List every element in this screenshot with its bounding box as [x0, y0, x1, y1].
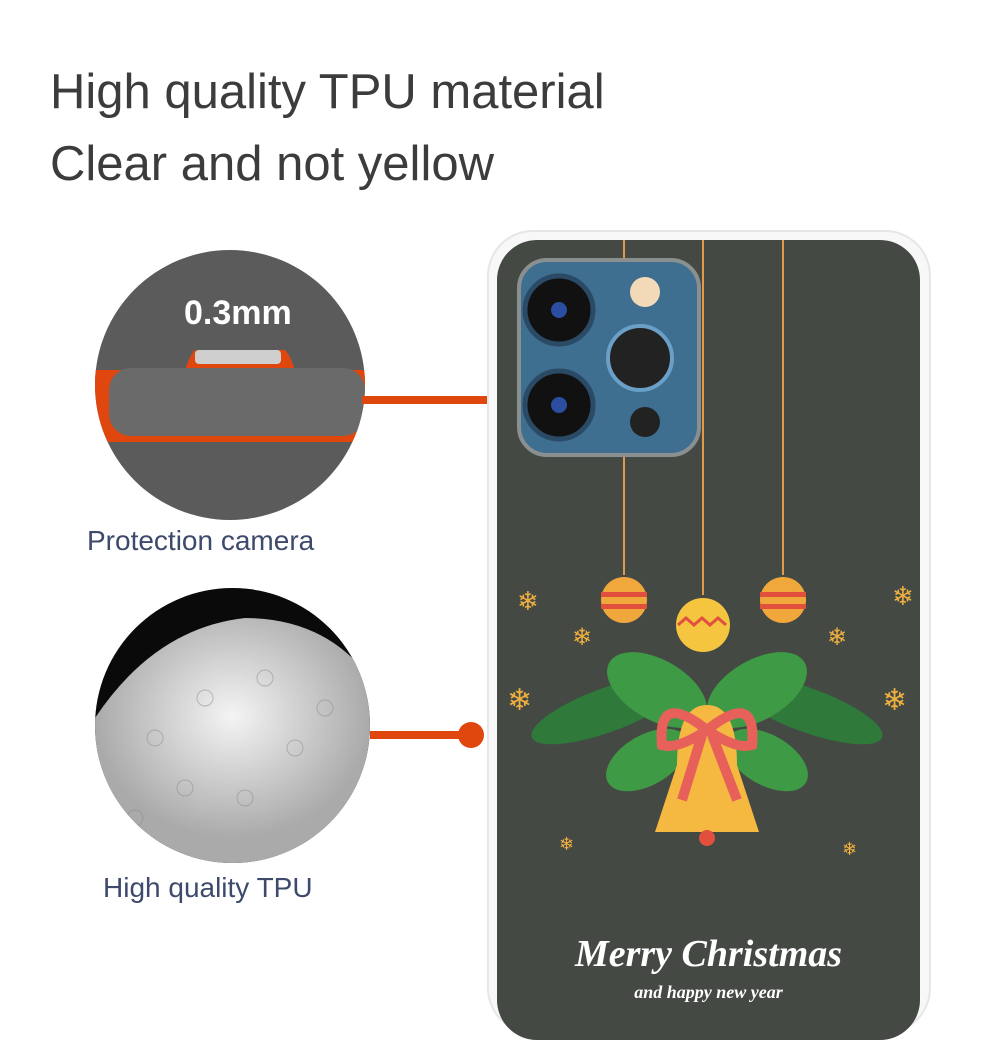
thickness-label: 0.3mm [184, 294, 292, 332]
svg-text:❄: ❄ [842, 839, 857, 859]
lens-surface [195, 350, 281, 364]
camera-lip-illustration [95, 350, 365, 442]
caption-high-quality-tpu: High quality TPU [103, 872, 313, 903]
svg-text:❄: ❄ [827, 624, 847, 651]
leader-line-tpu [370, 731, 470, 739]
svg-text:❄: ❄ [572, 624, 592, 651]
leader-dot-tpu [458, 722, 484, 748]
svg-text:❄: ❄ [507, 684, 532, 717]
headline-line-1: High quality TPU material [50, 65, 605, 119]
case-body [109, 368, 365, 436]
headline-line-2: Clear and not yellow [50, 137, 494, 191]
tpu-granules-circle [95, 588, 370, 863]
snowflakes: ❄ ❄ ❄ ❄ ❄ ❄ ❄ ❄ [507, 581, 914, 859]
tpu-granules-illustration [95, 618, 370, 863]
camera-lip-detail-circle: 0.3mm [95, 250, 365, 520]
svg-text:❄: ❄ [892, 581, 914, 611]
case-back-print: ❄ ❄ ❄ ❄ ❄ ❄ ❄ ❄ Merry Christmas and happy ne… [497, 240, 920, 1040]
granule-pile [95, 618, 370, 863]
svg-text:❄: ❄ [559, 834, 574, 854]
christmas-artwork: ❄ ❄ ❄ ❄ ❄ ❄ ❄ ❄ [507, 240, 914, 859]
svg-text:❄: ❄ [882, 684, 907, 717]
camera-module [517, 258, 701, 457]
merry-christmas-title: Merry Christmas [574, 933, 843, 975]
leader-line-camera [362, 396, 510, 404]
bow [656, 708, 758, 802]
ornament-baubles [601, 577, 806, 652]
caption-protection-camera: Protection camera [87, 525, 315, 556]
svg-text:❄: ❄ [517, 586, 539, 616]
happy-new-year-subtitle: and happy new year [634, 982, 783, 1002]
phone-case: ❄ ❄ ❄ ❄ ❄ ❄ ❄ ❄ Merry Christmas and happy ne… [487, 230, 931, 1040]
